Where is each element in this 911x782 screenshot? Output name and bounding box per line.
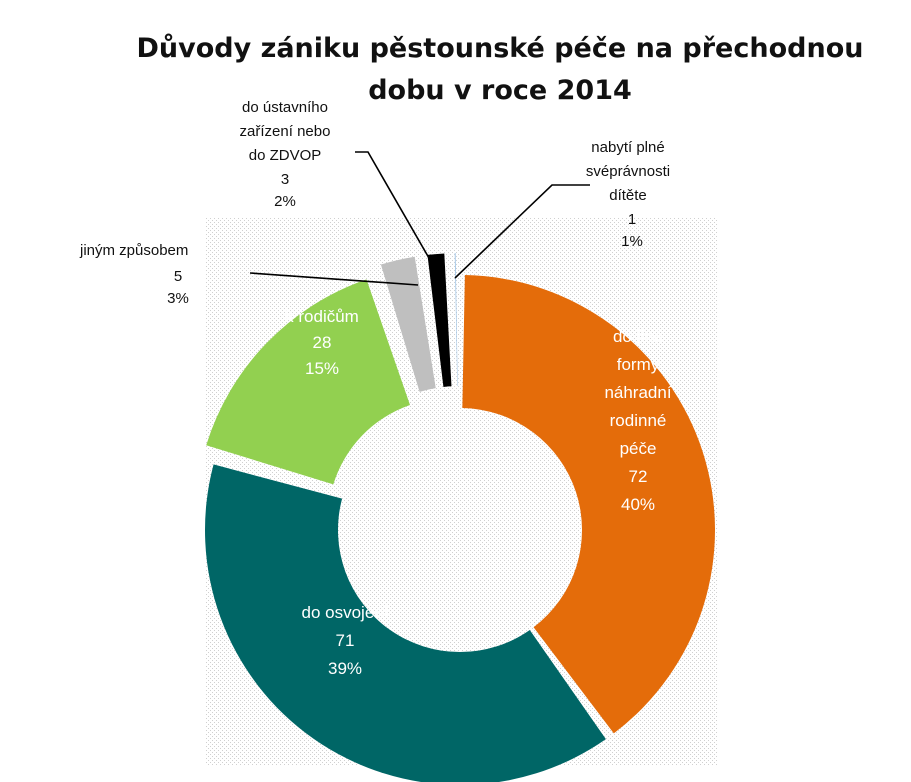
slice-4	[427, 253, 452, 387]
slice-percent: 1%	[621, 233, 643, 250]
slice-label: dítěte	[609, 187, 647, 204]
leader-line	[355, 151, 438, 273]
slice-label: do jiné	[613, 327, 663, 346]
slice-label: zařízení nebo	[240, 123, 331, 140]
slice-2	[206, 279, 411, 485]
slice-3	[380, 256, 436, 392]
slice-5	[454, 253, 458, 387]
slice-label: náhradní	[604, 383, 671, 402]
slice-label: do osvojení	[302, 603, 389, 622]
slice-value: 28	[313, 333, 332, 352]
chart-title-line: dobu v roce 2014	[368, 75, 632, 106]
slice-0	[462, 275, 715, 734]
slice-label: jiným způsobem	[79, 242, 188, 259]
slice-percent: 39%	[328, 659, 362, 678]
slice-1	[204, 464, 606, 782]
slice-label: nabytí plné	[591, 139, 664, 156]
slice-label: rodinné	[610, 411, 667, 430]
leader-line	[249, 272, 419, 286]
slice-label: do ZDVOP	[249, 147, 322, 164]
chart-title: Důvody zániku pěstounské péče na přechod…	[120, 28, 880, 112]
slice-label: k rodičům	[285, 307, 359, 326]
slice-percent: 3%	[167, 290, 189, 307]
leader-line	[454, 184, 590, 279]
slice-percent: 2%	[274, 193, 296, 210]
slice-label: péče	[620, 439, 657, 458]
slice-label: svéprávnosti	[586, 163, 670, 180]
slice-value: 5	[174, 268, 182, 285]
slice-value: 1	[628, 211, 636, 228]
chart-title-line: Důvody zániku pěstounské péče na přechod…	[136, 33, 864, 64]
slice-percent: 40%	[621, 495, 655, 514]
slice-value: 71	[336, 631, 355, 650]
slice-value: 3	[281, 171, 289, 188]
slice-percent: 15%	[305, 359, 339, 378]
slice-value: 72	[629, 467, 648, 486]
slice-label: formy	[617, 355, 660, 374]
slice-label: do ústavního	[242, 99, 328, 116]
